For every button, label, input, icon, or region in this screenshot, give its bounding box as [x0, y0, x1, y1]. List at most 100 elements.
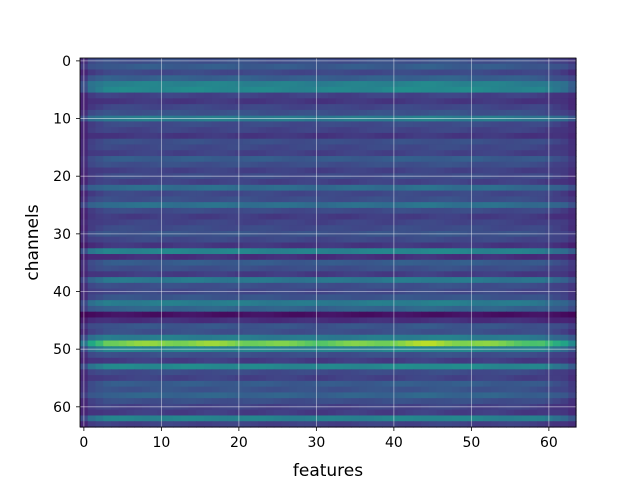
heatmap-cell: [281, 334, 290, 342]
heatmap-cell: [328, 334, 337, 342]
heatmap-cell: [359, 132, 368, 140]
heatmap-cell: [351, 138, 360, 146]
heatmap-cell: [366, 75, 376, 82]
heatmap-cell: [552, 409, 562, 417]
heatmap-cell: [219, 311, 228, 319]
heatmap-cell: [475, 369, 484, 376]
heatmap-cell: [560, 282, 569, 290]
heatmap-cell: [320, 156, 329, 163]
heatmap-cell: [459, 75, 469, 82]
heatmap-cell: [258, 409, 267, 417]
heatmap-cell: [297, 144, 306, 151]
heatmap-cell: [436, 109, 445, 117]
heatmap-cell: [165, 167, 174, 174]
heatmap-cell: [459, 167, 469, 174]
heatmap-cell: [95, 386, 104, 394]
heatmap-cell: [529, 150, 538, 157]
heatmap-cell: [250, 236, 259, 244]
heatmap-cell: [126, 254, 135, 261]
heatmap-cell: [204, 213, 213, 221]
heatmap-cell: [211, 265, 221, 272]
heatmap-cell: [366, 225, 376, 232]
heatmap-cell: [258, 150, 267, 157]
heatmap-cell: [149, 380, 159, 388]
heatmap-cell: [552, 323, 562, 330]
heatmap-cell: [250, 207, 259, 215]
heatmap-cell: [196, 75, 205, 82]
heatmap-cell: [289, 317, 298, 324]
heatmap-cell: [568, 421, 577, 428]
heatmap-cell: [211, 196, 221, 203]
heatmap-cell: [118, 156, 128, 163]
heatmap-cell: [475, 375, 484, 382]
heatmap-cell: [149, 375, 159, 382]
heatmap-cell: [204, 271, 213, 278]
heatmap-cell: [560, 305, 569, 313]
heatmap-cell: [204, 132, 213, 140]
heatmap-cell: [165, 386, 174, 394]
heatmap-cell: [165, 236, 174, 244]
heatmap-cell: [266, 75, 275, 82]
heatmap-cell: [297, 75, 306, 82]
heatmap-cell: [335, 386, 345, 394]
heatmap-cell: [483, 311, 492, 319]
heatmap-cell: [281, 190, 290, 197]
heatmap-cell: [483, 161, 492, 169]
heatmap-cell: [459, 121, 469, 128]
heatmap-cell: [490, 202, 500, 209]
heatmap-cell: [359, 213, 368, 221]
heatmap-cell: [297, 409, 306, 417]
heatmap-cell: [250, 300, 259, 307]
heatmap-cell: [250, 317, 259, 324]
heatmap-cell: [103, 305, 112, 313]
heatmap-cell: [126, 357, 135, 365]
heatmap-cell: [421, 63, 430, 71]
heatmap-cell: [459, 300, 469, 307]
heatmap-cell: [95, 305, 104, 313]
heatmap-cell: [266, 409, 275, 417]
heatmap-cell: [351, 421, 360, 428]
heatmap-cell: [165, 121, 174, 128]
heatmap-cell: [374, 236, 383, 244]
heatmap-cell: [103, 323, 112, 330]
heatmap-cell: [552, 248, 562, 255]
heatmap-cell: [126, 63, 135, 71]
heatmap-cell: [568, 109, 577, 117]
heatmap-cell: [490, 282, 500, 290]
heatmap-cell: [118, 202, 128, 209]
heatmap-cell: [552, 190, 562, 197]
heatmap-cell: [552, 132, 562, 140]
heatmap-cell: [165, 415, 174, 422]
heatmap-cell: [258, 104, 267, 111]
heatmap-cell: [188, 421, 197, 428]
heatmap-cell: [335, 409, 345, 417]
heatmap-cell: [490, 317, 500, 324]
heatmap-cell: [359, 248, 368, 255]
heatmap-cell: [568, 375, 577, 382]
heatmap-cell: [568, 357, 577, 365]
heatmap-cell: [483, 328, 492, 336]
heatmap-cell: [250, 190, 259, 197]
heatmap-cell: [87, 340, 97, 347]
heatmap-cell: [281, 63, 290, 71]
heatmap-cell: [297, 311, 306, 319]
heatmap-cell: [366, 150, 376, 157]
heatmap-cell: [335, 144, 345, 151]
heatmap-cell: [250, 92, 259, 99]
heatmap-cell: [359, 150, 368, 157]
heatmap-cell: [490, 352, 500, 359]
heatmap-cell: [165, 363, 174, 370]
heatmap-cell: [328, 92, 337, 99]
heatmap-cell: [196, 363, 205, 370]
heatmap-cell: [366, 265, 376, 272]
heatmap-cell: [359, 156, 368, 163]
heatmap-cell: [382, 150, 391, 157]
heatmap-cell: [211, 190, 221, 197]
heatmap-cell: [142, 300, 151, 307]
heatmap-cell: [537, 386, 546, 394]
heatmap-cell: [211, 421, 221, 428]
heatmap-cell: [250, 75, 259, 82]
heatmap-cell: [188, 92, 197, 99]
heatmap-cell: [111, 127, 120, 134]
heatmap-cell: [328, 271, 337, 278]
